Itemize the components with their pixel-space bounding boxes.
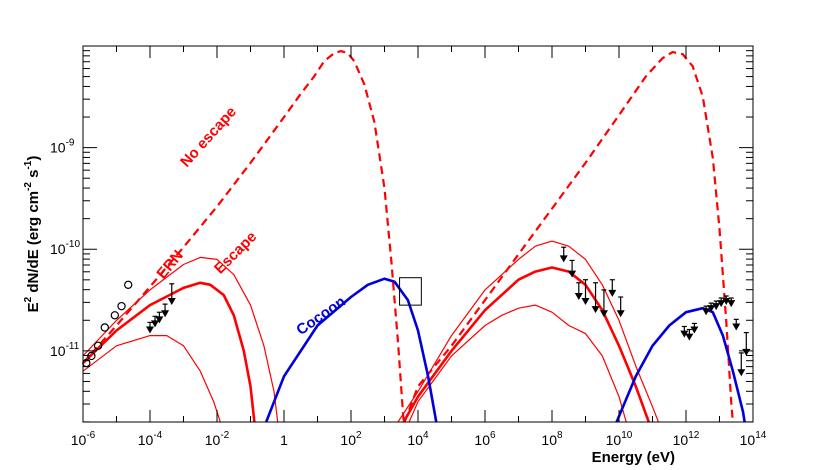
upper-limit-arrow-1 xyxy=(151,320,160,328)
x-tick-label-0: 1 xyxy=(280,432,288,448)
upper-limit-arrow-18 xyxy=(712,303,721,311)
series-line-2 xyxy=(83,281,256,422)
open-data-point-6 xyxy=(124,280,133,290)
series-line-1 xyxy=(403,51,734,422)
upper-limit-arrow-3 xyxy=(161,310,170,318)
x-tick-label-2: 102 xyxy=(340,430,362,448)
upper-limit-arrow-19 xyxy=(717,300,726,308)
upper-limit-arrow-8 xyxy=(581,298,590,306)
x-tick-label--6: 10-6 xyxy=(71,430,96,448)
upper-limit-arrow-2 xyxy=(155,316,164,324)
x-tick-label-14: 1014 xyxy=(740,430,767,448)
x-tick-label-10: 1010 xyxy=(606,430,633,448)
upper-limit-arrow-16 xyxy=(702,308,711,316)
upper-limit-arrow-14 xyxy=(685,333,694,341)
x-tick-label-6: 106 xyxy=(474,430,496,448)
x-tick-label-8: 108 xyxy=(541,430,563,448)
y-axis-title-e2: E xyxy=(25,302,42,312)
series-line-9 xyxy=(615,306,746,422)
x-tick-label-4: 104 xyxy=(407,430,429,448)
upper-limit-arrow-6 xyxy=(568,270,577,278)
upper-limit-arrow-13 xyxy=(680,330,689,338)
series-line-3 xyxy=(402,266,651,422)
upper-limit-arrow-7 xyxy=(574,292,583,300)
series-line-0 xyxy=(83,50,405,422)
open-data-point-3 xyxy=(100,323,109,332)
open-data-point-5 xyxy=(117,301,126,311)
series-line-5 xyxy=(83,335,221,422)
axis-ticks: 10-6 10-4 10-2 1 102 104 106 108 1010 1012 1014 10-… xyxy=(50,45,767,448)
x-tick-label-12: 1012 xyxy=(673,430,700,448)
upper-limit-arrow-11 xyxy=(608,289,617,297)
y-axis-title-sup2: 2 xyxy=(23,296,34,302)
y-tick-label--9: 10-9 xyxy=(50,138,75,156)
y-tick-label--11: 10-11 xyxy=(50,341,80,359)
upper-limit-arrow-20 xyxy=(722,298,731,306)
series-line-7 xyxy=(408,304,627,422)
x-tick-label--2: 10-2 xyxy=(205,430,230,448)
upper-limit-arrow-21 xyxy=(727,300,736,308)
upper-limit-arrow-15 xyxy=(690,326,699,334)
open-data-point-4 xyxy=(110,311,120,320)
series-line-6 xyxy=(397,240,660,422)
model-curves xyxy=(83,50,746,422)
series-line-4 xyxy=(83,256,279,422)
open-data-point-2 xyxy=(93,341,103,350)
upper-limit-arrow-9 xyxy=(591,306,600,314)
data-markers xyxy=(82,246,751,377)
upper-limit-arrow-10 xyxy=(599,310,608,318)
upper-limit-arrow-17 xyxy=(707,305,716,313)
upper-limit-arrow-5 xyxy=(559,255,568,263)
upper-limit-arrow-4 xyxy=(167,298,176,306)
x-tick-label--4: 10-4 xyxy=(138,430,163,448)
y-tick-label--10: 10-10 xyxy=(50,239,80,257)
x-axis-title: Energy (eV) xyxy=(592,449,675,466)
box-marker xyxy=(399,277,422,306)
series-line-8 xyxy=(264,277,438,422)
upper-limit-arrow-23 xyxy=(737,369,746,377)
upper-limit-arrow-12 xyxy=(616,310,625,318)
upper-limit-arrow-22 xyxy=(732,323,741,331)
y-axis-title: E2 dN/dE (erg cm-2 s-1) xyxy=(23,156,42,313)
upper-limit-arrow-0 xyxy=(146,326,154,334)
